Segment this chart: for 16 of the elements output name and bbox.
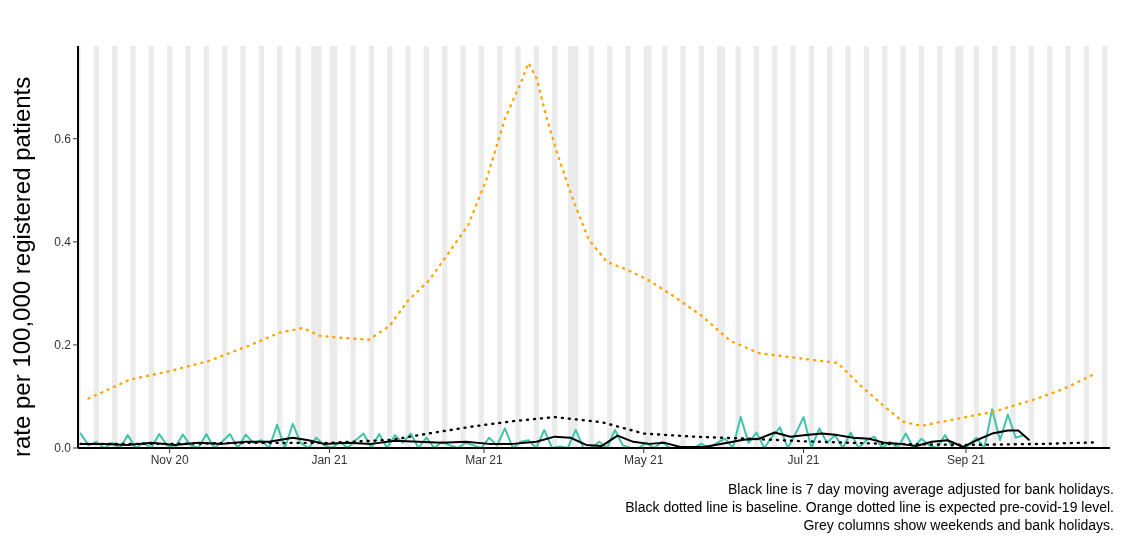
line-series xyxy=(87,61,1093,428)
x-tick-label: Mar 21 xyxy=(465,452,503,467)
y-axis-title: rate per 100,000 registered patients xyxy=(7,76,35,457)
line-series xyxy=(79,408,1025,448)
x-tick-label: Nov 20 xyxy=(150,452,190,467)
y-tick-label: 0.2 xyxy=(54,338,72,353)
y-tick-label: 0.4 xyxy=(54,235,72,250)
text: Grey columns show weekends and bank holidays. xyxy=(802,516,1114,534)
y-tick-label: 0.0 xyxy=(54,441,72,456)
x-tick-label: Jul 21 xyxy=(787,452,820,467)
y-tick-label: 0.6 xyxy=(54,132,72,147)
x-tick-label: Sep 21 xyxy=(946,452,986,467)
x-tick-label: Jan 21 xyxy=(311,452,348,467)
text: Black dotted line is baseline. Orange dotted line is expected pre-covid-19 level. xyxy=(624,498,1114,516)
x-tick-label: May 21 xyxy=(624,452,664,467)
text: Black line is 7 day moving average adjusted for bank holidays. xyxy=(727,480,1114,498)
